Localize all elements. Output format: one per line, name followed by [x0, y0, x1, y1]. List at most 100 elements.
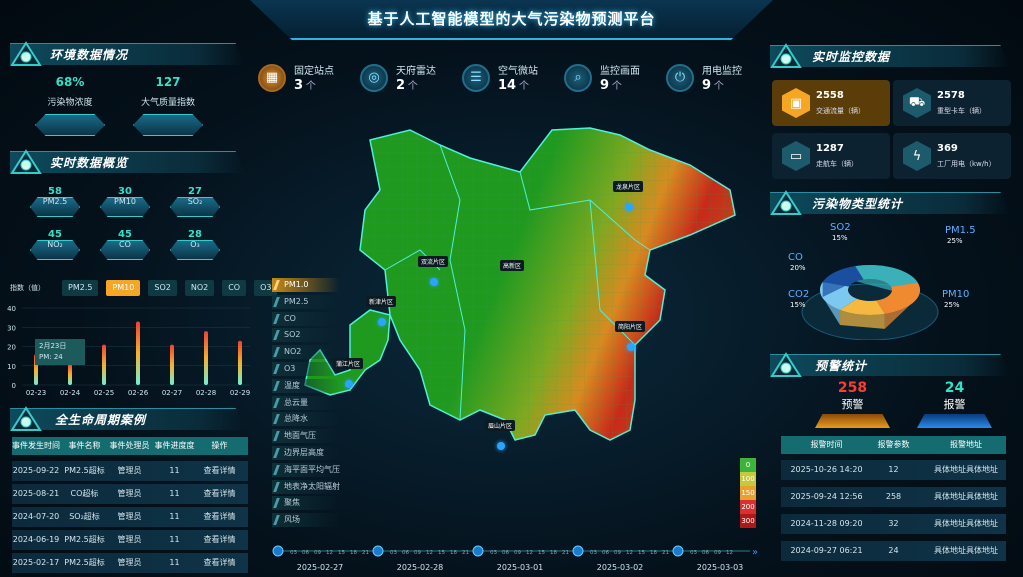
day-marker[interactable] — [472, 545, 484, 557]
section-title: 全生命周期案例 — [55, 413, 147, 427]
monitor-card[interactable]: ▣ 2558 交通流量（辆） — [772, 80, 890, 126]
donut-slice-top[interactable] — [876, 282, 920, 314]
location-pin-icon[interactable] — [345, 380, 353, 388]
tab-co[interactable]: CO — [222, 280, 247, 296]
y-tick-label: 40 — [7, 305, 16, 313]
monitor-card[interactable]: ⛟ 2578 重型卡车（辆） — [893, 80, 1011, 126]
layer-option[interactable]: 聚焦 — [272, 496, 340, 511]
layer-option[interactable]: 地表净太阳辐射 — [272, 479, 340, 494]
y-tick-label: 10 — [7, 363, 16, 371]
layer-option[interactable]: 温度 — [272, 378, 340, 393]
view-details-link[interactable]: 查看详情 — [203, 466, 236, 475]
station-label: 固定站点 — [294, 66, 334, 77]
table-row[interactable]: 2024-09-27 06:21 24 具体地址具体地址 — [781, 541, 1006, 561]
layer-option[interactable]: 总降水 — [272, 412, 340, 427]
layer-option[interactable]: SO2 — [272, 328, 340, 343]
camera-icon: ⌕ — [564, 63, 592, 92]
layer-option[interactable]: O3 — [272, 362, 340, 376]
table-cell: SO₂超标 — [69, 512, 100, 521]
view-details-link[interactable]: 查看详情 — [203, 535, 236, 544]
layer-option[interactable]: 地面气压 — [272, 429, 340, 444]
tab-pm10[interactable]: PM10 — [106, 280, 141, 296]
play-icon[interactable] — [272, 545, 284, 557]
station-stat[interactable]: ☰ 空气微站 14 个 — [462, 62, 538, 93]
table-cell: 11 — [169, 512, 180, 521]
donut-slice-top[interactable] — [822, 266, 864, 287]
map-region-label[interactable]: 蒲江片区 — [333, 358, 364, 369]
table-row[interactable]: 2025-09-22 PM2.5超标 管理员 11 查看详情 — [12, 461, 248, 481]
donut-slice[interactable] — [884, 282, 920, 329]
table-row[interactable]: 2024-11-28 09:20 32 具体地址具体地址 — [781, 514, 1006, 534]
bar[interactable] — [136, 321, 140, 385]
stat-value: 58 — [48, 186, 62, 197]
day-marker[interactable] — [672, 545, 684, 557]
layer-option[interactable]: CO — [272, 311, 340, 326]
stat-label: PM2.5 — [42, 197, 68, 206]
station-stat[interactable]: ◎ 天府雷达 2 个 — [360, 62, 436, 93]
map-region-label[interactable]: 简阳片区 — [615, 321, 646, 332]
view-details-link[interactable]: 查看详情 — [203, 489, 236, 498]
card-label: 工厂用电（kw/h） — [937, 160, 996, 168]
timeline-hour: 18 — [650, 550, 657, 556]
bar[interactable] — [68, 363, 72, 385]
view-details-link[interactable]: 查看详情 — [203, 512, 236, 521]
station-stat[interactable]: ▦ 固定站点 3 个 — [258, 62, 334, 93]
map-region-label[interactable]: 龙泉片区 — [613, 181, 644, 192]
table-row[interactable]: 2024-07-20 SO₂超标 管理员 11 查看详情 — [12, 507, 248, 527]
donut-slice-top[interactable] — [840, 298, 885, 315]
map-region-label[interactable]: 新津片区 — [366, 296, 397, 307]
timeline-hour: 09 — [614, 550, 621, 556]
donut-slice[interactable] — [840, 310, 885, 329]
location-pin-icon[interactable] — [430, 278, 438, 286]
tab-so2[interactable]: SO2 — [148, 280, 177, 296]
location-pin-icon[interactable] — [627, 343, 635, 351]
timeline-hour: 09 — [314, 550, 321, 556]
timeline[interactable]: » 2025-02-27 03 06 09 12 15 18 21 2025-02-28 03 06 0… — [270, 540, 765, 577]
layer-option[interactable]: PM1.0 — [272, 278, 340, 292]
donut-slice[interactable] — [820, 281, 841, 326]
layer-option[interactable]: 总云量 — [272, 395, 340, 410]
bar[interactable] — [102, 344, 106, 385]
view-details-link[interactable]: 查看详情 — [203, 558, 236, 567]
layer-option[interactable]: 边界层高度 — [272, 446, 340, 460]
station-stat[interactable]: ⌕ 监控画面 9 个 — [564, 62, 640, 93]
layer-option[interactable]: PM2.5 — [272, 294, 340, 309]
map-region-label[interactable]: 眉山片区 — [485, 420, 516, 431]
env-stat-pollutant: 68% 污染物浓度 — [35, 75, 105, 136]
bar[interactable] — [204, 331, 208, 385]
location-pin-icon[interactable] — [497, 442, 505, 450]
day-marker[interactable] — [572, 545, 584, 557]
table-row[interactable]: 2024-06-19 PM2.5超标 管理员 11 查看详情 — [12, 530, 248, 550]
stat-value: 27 — [188, 186, 202, 197]
table-row[interactable]: 2025-08-21 CO超标 管理员 11 查看详情 — [12, 484, 248, 504]
donut-slice-top[interactable] — [855, 265, 918, 287]
layer-option[interactable]: 海平面平均气压 — [272, 462, 340, 477]
tab-no2[interactable]: NO2 — [184, 280, 215, 296]
station-stat[interactable]: ⏻ 用电监控 9 个 — [666, 62, 742, 93]
bar[interactable] — [170, 344, 174, 385]
table-row[interactable]: 2025-10-26 14:20 12 具体地址具体地址 — [781, 460, 1006, 480]
monitor-card[interactable]: ϟ 369 工厂用电（kw/h） — [893, 133, 1011, 179]
map-region-label[interactable]: 高新区 — [500, 260, 525, 271]
timeline-date: 2025-03-01 — [497, 563, 544, 572]
day-marker[interactable] — [372, 545, 384, 557]
monitor-card[interactable]: ▭ 1287 走航车（辆） — [772, 133, 890, 179]
tab-pm2.5[interactable]: PM2.5 — [62, 280, 99, 296]
map[interactable] — [290, 110, 760, 550]
map-region-label[interactable]: 双流片区 — [418, 256, 449, 267]
bar[interactable] — [238, 340, 242, 385]
layer-option[interactable]: 风场 — [272, 513, 340, 528]
table-row[interactable]: 2025-02-17 PM2.5超标 管理员 11 查看详情 — [12, 553, 248, 573]
timeline-hour: 09 — [514, 550, 521, 556]
layer-option[interactable]: NO2 — [272, 345, 340, 360]
alarm-stat[interactable]: 24 报警 — [917, 380, 992, 428]
table-cell: 11 — [169, 558, 180, 567]
warning-stat[interactable]: 258 预警 — [815, 380, 890, 428]
next-icon[interactable]: » — [752, 547, 758, 558]
table-row[interactable]: 2025-09-24 12:56 258 具体地址具体地址 — [781, 487, 1006, 507]
stat-label: CO — [119, 240, 131, 249]
column-header: 操作 — [211, 441, 228, 450]
location-pin-icon[interactable] — [378, 318, 386, 326]
location-pin-icon[interactable] — [625, 203, 633, 211]
